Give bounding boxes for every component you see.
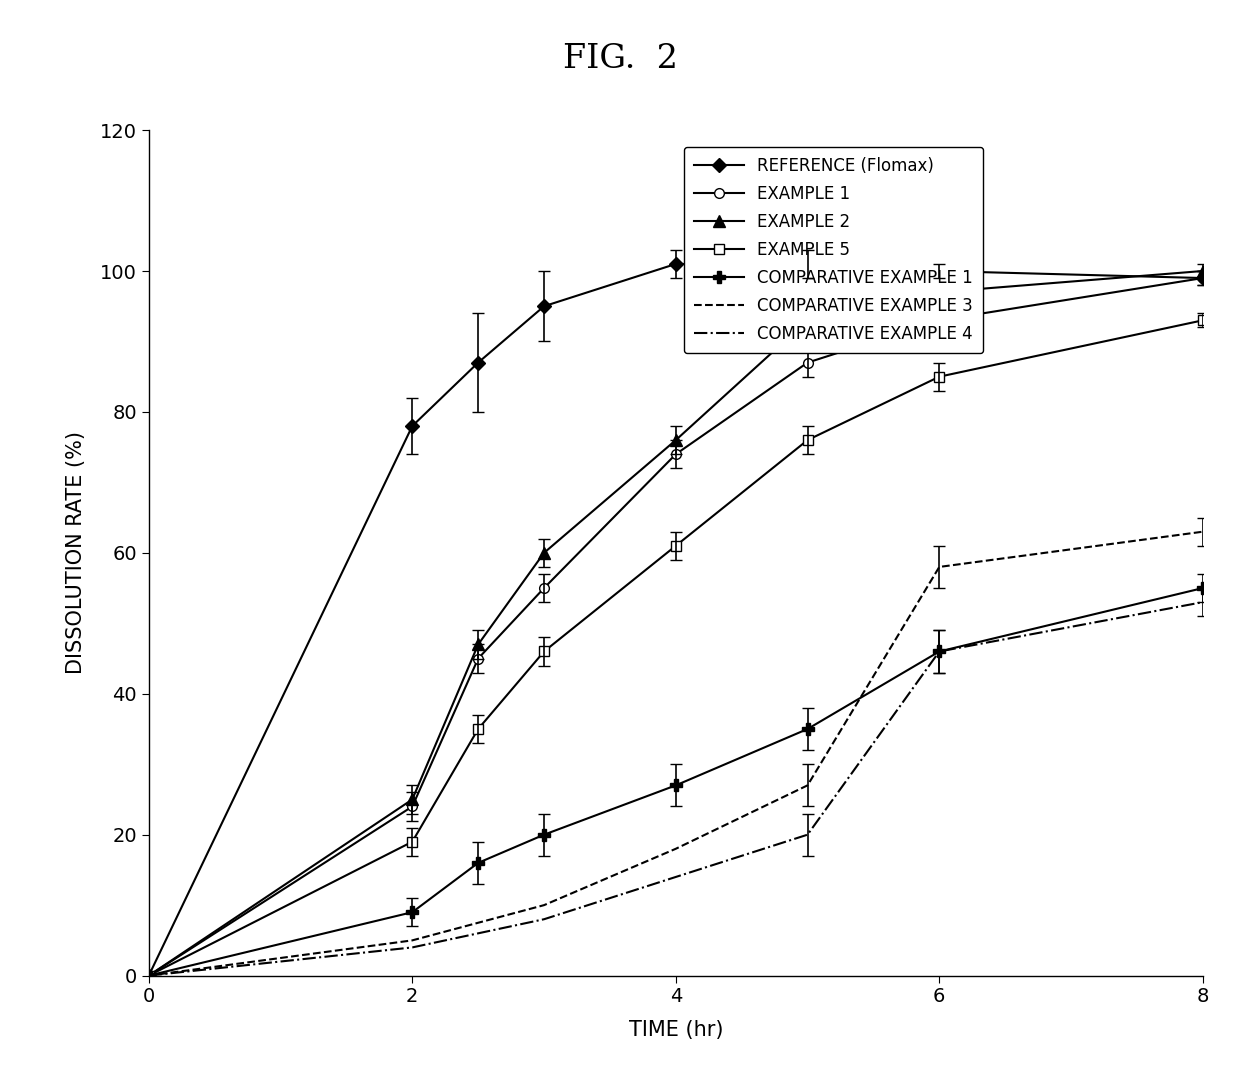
Y-axis label: DISSOLUTION RATE (%): DISSOLUTION RATE (%) (66, 431, 86, 674)
X-axis label: TIME (hr): TIME (hr) (629, 1020, 723, 1041)
Legend: REFERENCE (Flomax), EXAMPLE 1, EXAMPLE 2, EXAMPLE 5, COMPARATIVE EXAMPLE 1, COMP: REFERENCE (Flomax), EXAMPLE 1, EXAMPLE 2… (684, 146, 983, 353)
Text: FIG.  2: FIG. 2 (563, 43, 677, 76)
